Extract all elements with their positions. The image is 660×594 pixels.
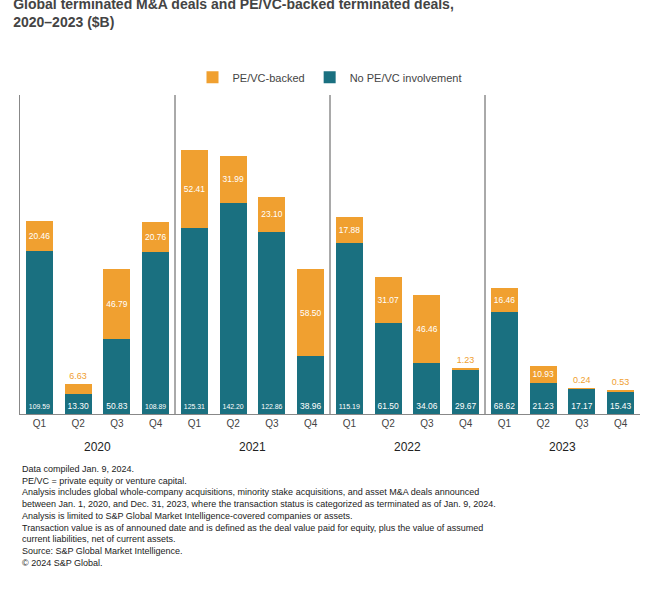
svg-text:61.50: 61.50 xyxy=(378,401,399,411)
svg-text:Q1: Q1 xyxy=(498,418,512,429)
svg-text:58.50: 58.50 xyxy=(300,308,321,318)
svg-text:Q1: Q1 xyxy=(188,418,202,429)
svg-text:115.19: 115.19 xyxy=(339,403,360,411)
svg-text:Q4: Q4 xyxy=(304,418,318,429)
svg-text:2020: 2020 xyxy=(84,440,111,454)
svg-text:Global terminated M&A deals an: Global terminated M&A deals and PE/VC-ba… xyxy=(13,0,454,30)
svg-text:Q4: Q4 xyxy=(459,418,473,429)
svg-text:29.67: 29.67 xyxy=(455,401,476,411)
svg-text:108.89: 108.89 xyxy=(145,403,166,410)
svg-text:31.99: 31.99 xyxy=(223,174,244,184)
svg-text:109.59: 109.59 xyxy=(29,403,50,410)
svg-text:No PE/VC involvement: No PE/VC involvement xyxy=(350,72,462,84)
svg-text:50.83: 50.83 xyxy=(106,401,127,411)
svg-text:Q2: Q2 xyxy=(381,418,395,429)
svg-text:122.86: 122.86 xyxy=(261,403,282,410)
svg-text:52.41: 52.41 xyxy=(184,184,205,194)
svg-text:Q2: Q2 xyxy=(536,418,550,429)
svg-text:17.88: 17.88 xyxy=(339,225,360,235)
svg-text:2023: 2023 xyxy=(549,440,576,454)
svg-text:31.07: 31.07 xyxy=(378,295,399,305)
svg-text:34.06: 34.06 xyxy=(416,401,437,411)
svg-text:125.31: 125.31 xyxy=(184,403,205,410)
svg-text:20.46: 20.46 xyxy=(29,231,50,241)
svg-text:Q2: Q2 xyxy=(71,418,85,429)
svg-text:2021: 2021 xyxy=(239,440,266,454)
svg-text:1.23: 1.23 xyxy=(457,355,475,365)
svg-text:38.96: 38.96 xyxy=(300,401,321,411)
svg-text:0.24: 0.24 xyxy=(573,375,591,385)
svg-text:46.79: 46.79 xyxy=(106,299,127,309)
svg-text:Q4: Q4 xyxy=(614,418,628,429)
svg-text:Q3: Q3 xyxy=(110,418,124,429)
svg-text:20.76: 20.76 xyxy=(145,232,166,242)
svg-text:13.30: 13.30 xyxy=(68,401,89,411)
svg-text:46.46: 46.46 xyxy=(416,324,437,334)
svg-text:Q1: Q1 xyxy=(33,418,47,429)
svg-text:PE/VC-backed: PE/VC-backed xyxy=(233,72,305,84)
svg-text:142.20: 142.20 xyxy=(223,403,244,410)
svg-text:6.63: 6.63 xyxy=(69,371,87,381)
svg-text:Q1: Q1 xyxy=(343,418,357,429)
svg-text:Q3: Q3 xyxy=(420,418,434,429)
svg-text:Q3: Q3 xyxy=(575,418,589,429)
svg-text:2022: 2022 xyxy=(394,440,421,454)
svg-text:10.93: 10.93 xyxy=(533,369,554,379)
svg-text:Data compiled Jan. 9, 2024.PE/: Data compiled Jan. 9, 2024.PE/VC = priva… xyxy=(22,464,496,568)
svg-text:Q2: Q2 xyxy=(226,418,240,429)
svg-text:68.62: 68.62 xyxy=(494,401,515,411)
svg-text:Q3: Q3 xyxy=(265,418,279,429)
svg-text:15.43: 15.43 xyxy=(610,401,631,411)
svg-text:17.17: 17.17 xyxy=(571,401,592,411)
svg-text:21.23: 21.23 xyxy=(533,401,554,411)
svg-text:23.10: 23.10 xyxy=(261,209,282,219)
svg-text:0.53: 0.53 xyxy=(612,377,630,387)
svg-text:16.46: 16.46 xyxy=(494,295,515,305)
svg-text:Q4: Q4 xyxy=(149,418,163,429)
